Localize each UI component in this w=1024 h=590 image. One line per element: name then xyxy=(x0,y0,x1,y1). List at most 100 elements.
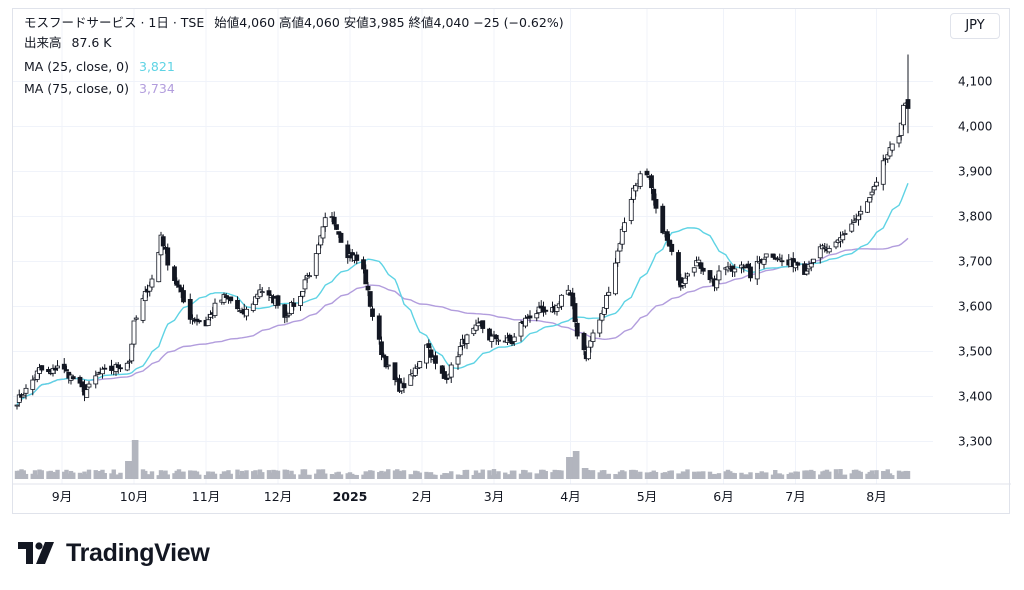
volume-bar xyxy=(401,470,407,479)
x-tick-label: 8月 xyxy=(866,489,886,504)
volume-bar xyxy=(806,472,812,479)
symbol-title[interactable]: モスフードサービス · 1日 · TSE xyxy=(24,15,205,30)
volume-bar xyxy=(651,470,656,479)
volume-bar xyxy=(102,473,107,479)
volume-bar xyxy=(629,469,634,479)
volume-label[interactable]: 出来高 xyxy=(24,35,62,50)
volume-bar xyxy=(777,473,782,479)
candle-body xyxy=(383,356,389,368)
volume-bar xyxy=(552,469,557,479)
volume-bar xyxy=(287,474,292,479)
volume-bar xyxy=(147,474,152,479)
volume-bar xyxy=(822,470,827,479)
candle-body xyxy=(581,332,587,351)
candle-body xyxy=(802,263,807,275)
volume-bar xyxy=(235,469,240,479)
volume-bar xyxy=(566,457,571,479)
candle-body xyxy=(221,294,227,303)
candle-body xyxy=(235,299,240,310)
volume-bar xyxy=(739,472,744,479)
volume-bar xyxy=(291,474,296,479)
candle-body xyxy=(480,320,486,329)
volume-bar xyxy=(710,474,715,479)
candle-body xyxy=(489,335,495,342)
x-tick-label: 11月 xyxy=(192,489,220,504)
volume-bar xyxy=(685,469,690,479)
candle-body xyxy=(46,369,51,373)
candle-body xyxy=(590,332,596,342)
candle-body xyxy=(433,355,438,364)
volume-bar xyxy=(109,473,114,479)
volume-bar xyxy=(885,469,890,479)
y-tick-label: 4,100 xyxy=(958,75,992,89)
candle-body xyxy=(586,346,591,360)
candle-body xyxy=(338,232,344,243)
candle-body xyxy=(365,285,371,291)
volume-bar xyxy=(791,474,796,479)
volume-bar xyxy=(203,474,209,479)
candle-body xyxy=(496,339,501,342)
volume-bar xyxy=(165,474,170,479)
candle-body xyxy=(300,290,306,297)
price-chart[interactable]: 4,100 4,000 3,900 3,800 3,700 3,600 3,500 3,400… xyxy=(13,9,1011,515)
volume-bar xyxy=(399,471,404,479)
ma25-label[interactable]: MA (25, close, 0) xyxy=(24,59,130,74)
volume-bar xyxy=(17,470,22,479)
candle-body xyxy=(21,394,27,398)
volume-bar xyxy=(572,451,578,479)
volume-bar xyxy=(833,469,839,479)
tradingview-logo[interactable]: TradingView xyxy=(18,538,210,568)
candle-body xyxy=(190,318,195,320)
volume-bar xyxy=(635,473,641,479)
volume-bar xyxy=(606,473,611,479)
volume-bar xyxy=(701,471,706,479)
volume-bar xyxy=(867,471,872,479)
volume-bar xyxy=(316,469,321,479)
candle-body xyxy=(527,315,533,319)
volume-bar xyxy=(874,470,879,479)
volume-bar xyxy=(46,471,51,479)
volume-bar xyxy=(415,471,420,479)
candle-body xyxy=(826,248,832,253)
volume-bar xyxy=(314,473,319,479)
currency-button[interactable]: JPY xyxy=(950,13,1000,39)
volume-bar xyxy=(543,471,548,479)
x-tick-label: 2月 xyxy=(412,489,432,504)
ma75-label[interactable]: MA (75, close, 0) xyxy=(24,81,130,96)
volume-bar xyxy=(158,470,164,479)
volume-bar xyxy=(678,473,683,479)
volume-bar xyxy=(86,469,92,479)
candle-body xyxy=(102,367,108,370)
x-tick-label: 6月 xyxy=(713,489,733,504)
candle-body xyxy=(644,170,650,176)
candle-body xyxy=(637,173,643,187)
volume-bar xyxy=(244,470,249,479)
candle-body xyxy=(732,268,738,273)
candle-body xyxy=(856,215,861,221)
volume-bar xyxy=(505,475,510,479)
candle-body xyxy=(840,234,846,241)
volume-bar xyxy=(521,469,526,479)
candle-body xyxy=(23,387,29,394)
volume-bar xyxy=(755,472,760,479)
volume-bar xyxy=(568,457,573,479)
volume-bar xyxy=(98,470,103,479)
volume-bar xyxy=(620,470,625,479)
volume-bar xyxy=(206,471,211,479)
volume-bar xyxy=(381,472,386,479)
volume-bar xyxy=(761,472,767,479)
volume-bar xyxy=(35,474,40,479)
candle-body xyxy=(115,364,121,368)
candle-body xyxy=(172,266,177,281)
volume-bar xyxy=(64,469,69,479)
volume-bar xyxy=(557,470,562,479)
volume-bar xyxy=(707,471,713,479)
y-tick-label: 3,800 xyxy=(958,210,992,224)
volume-bar xyxy=(818,474,823,479)
volume-value: 87.6 K xyxy=(71,35,112,50)
volume-bar xyxy=(649,471,654,479)
volume-bar xyxy=(197,474,202,479)
volume-bar xyxy=(757,474,762,479)
x-tick-label: 12月 xyxy=(264,489,292,504)
candle-body xyxy=(669,243,675,252)
